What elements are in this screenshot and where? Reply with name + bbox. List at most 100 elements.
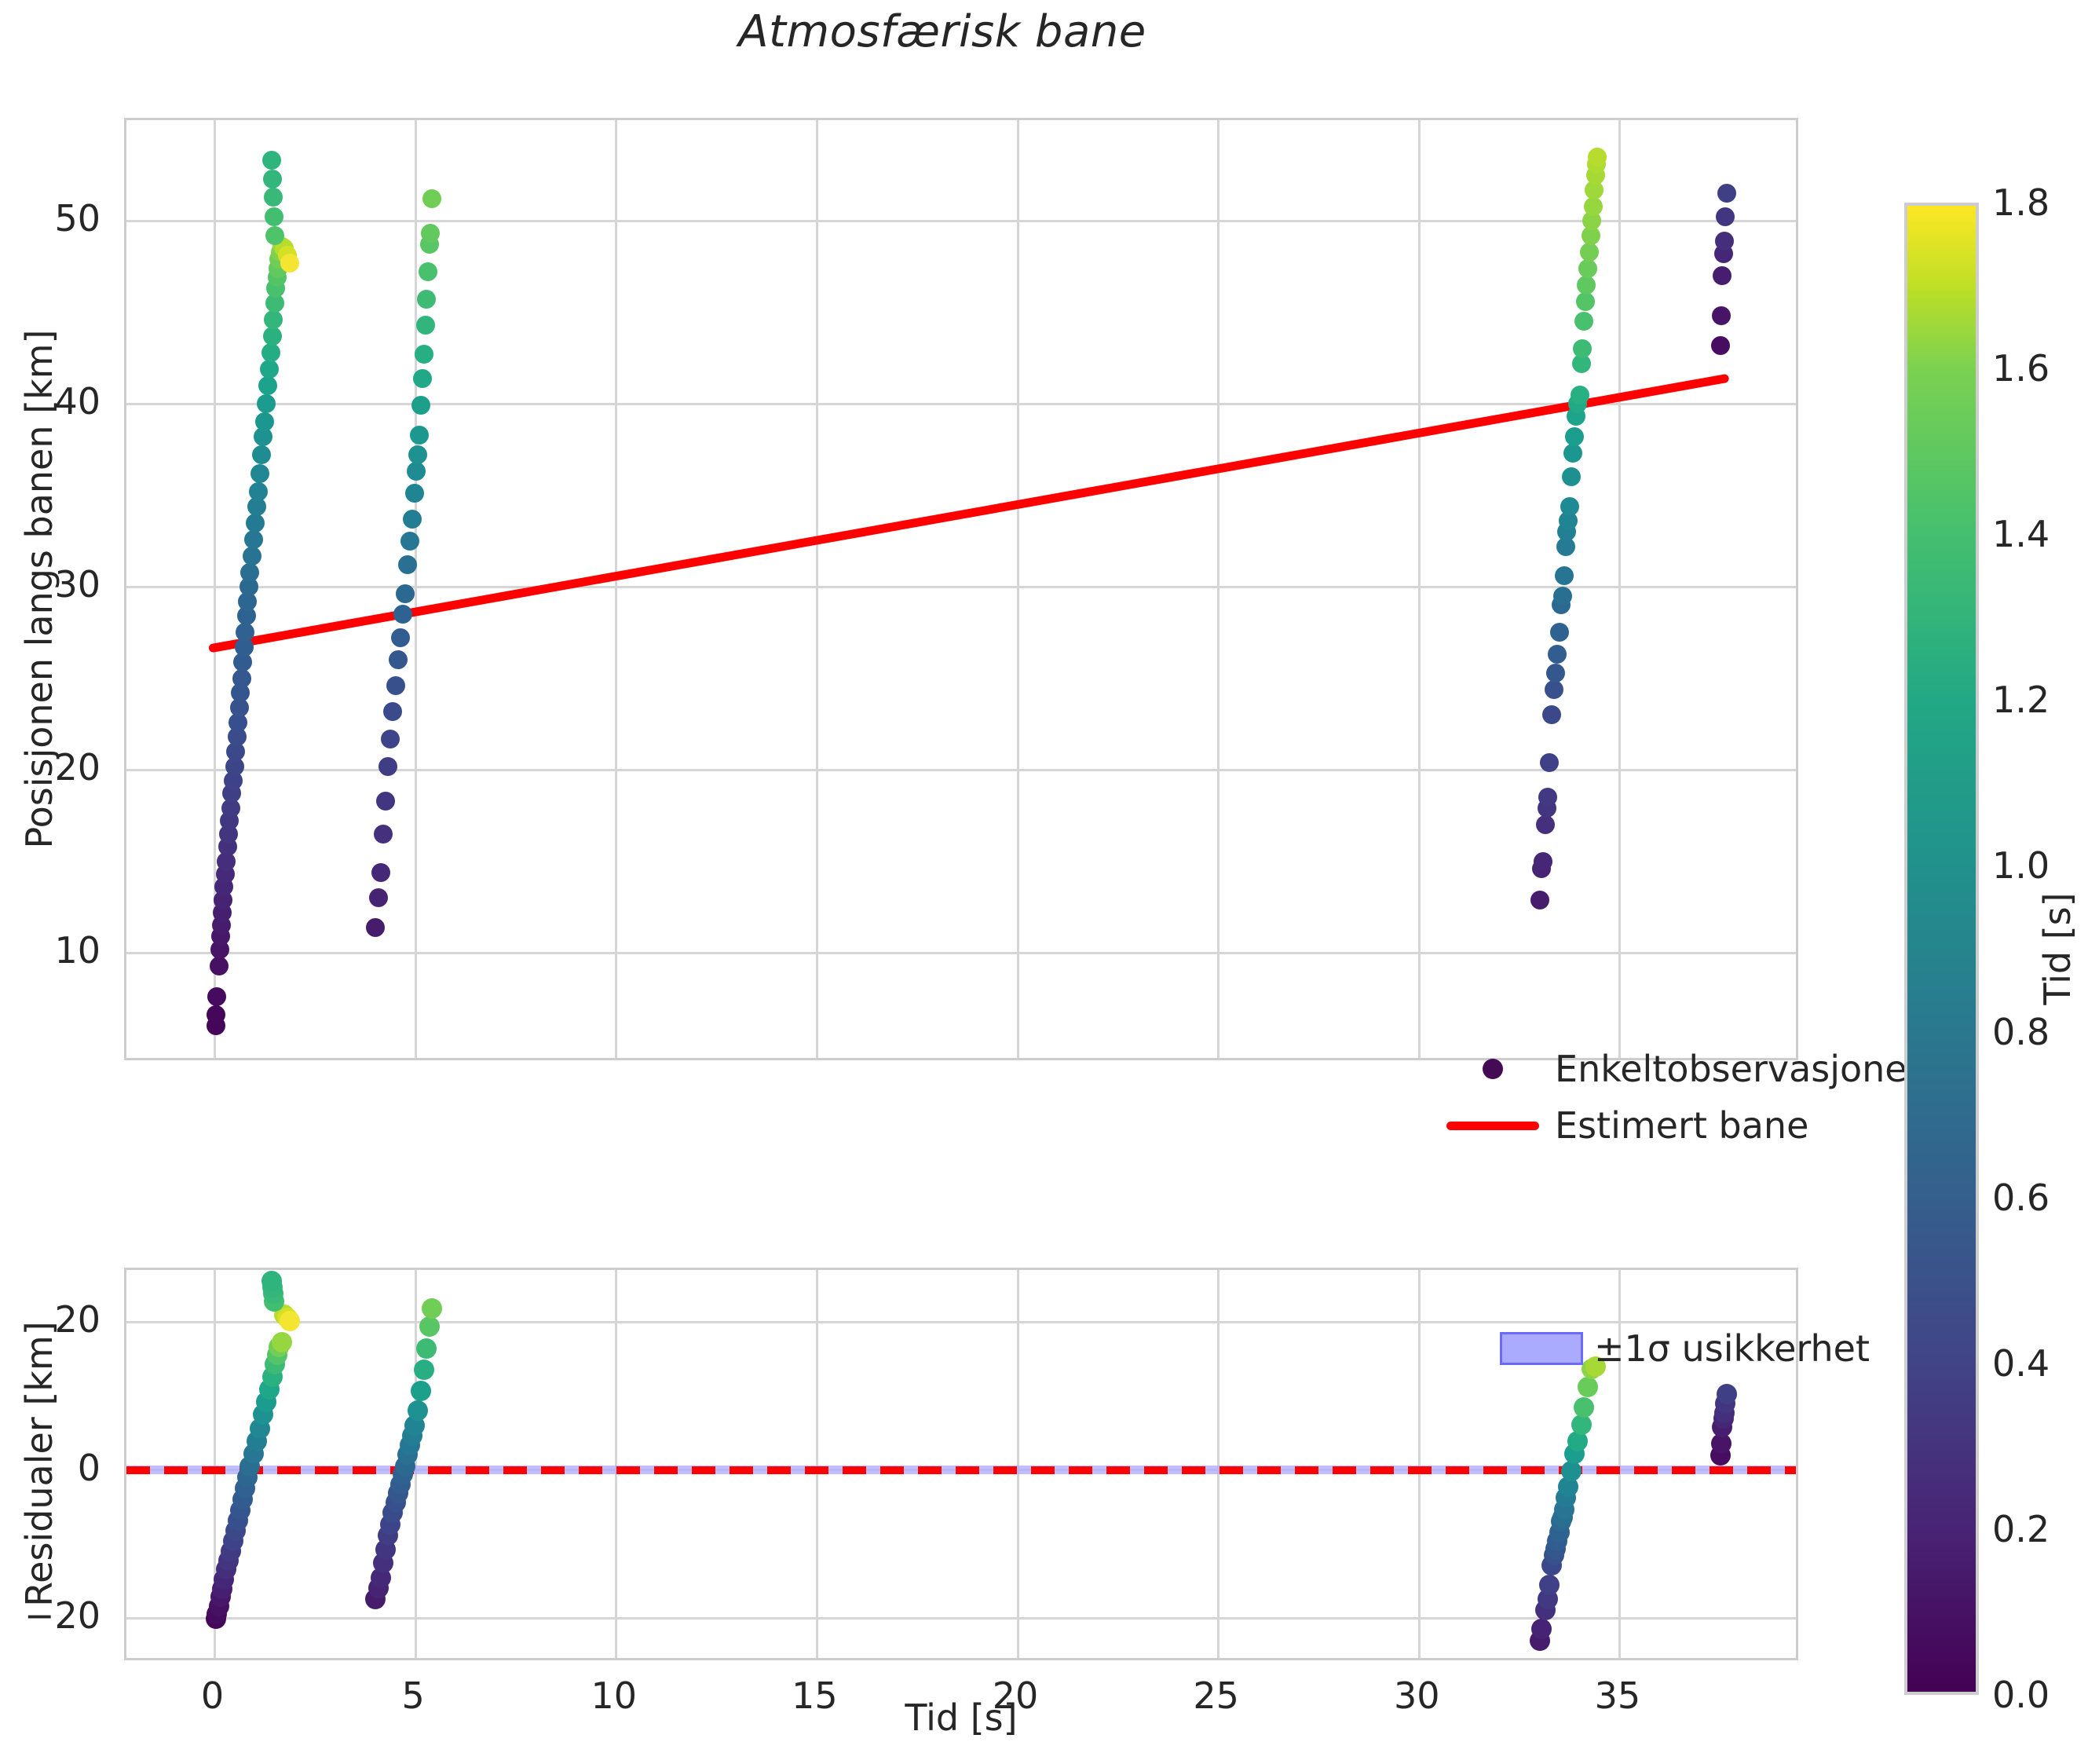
x-tick-label: 25 — [1193, 1674, 1239, 1717]
scatter-point — [393, 605, 412, 624]
residual-point — [1539, 1574, 1560, 1595]
scatter-point — [395, 584, 415, 604]
scatter-point — [413, 368, 433, 388]
x-tick-label: 15 — [792, 1674, 838, 1717]
scatter-point — [1535, 815, 1555, 835]
scatter-point — [374, 824, 393, 844]
scatter-point — [265, 225, 285, 245]
legend-item-observations[interactable]: Enkeltobservasjoner — [1442, 1048, 1922, 1090]
scatter-point — [209, 956, 229, 975]
y-tick-label: 0 — [77, 1446, 101, 1489]
scatter-point — [1546, 663, 1566, 683]
gridline-horizontal — [126, 402, 1796, 405]
colorbar-tick-label: 1.0 — [1992, 844, 2050, 887]
residual-point — [421, 1298, 442, 1319]
gridline-vertical — [213, 1270, 216, 1658]
residual-point — [1574, 1397, 1595, 1418]
scatter-dot-icon — [1442, 1059, 1544, 1079]
colorbar-tick-label: 1.2 — [1992, 679, 2050, 722]
scatter-point — [1548, 645, 1567, 664]
y-tick-label: 50 — [54, 197, 101, 240]
scatter-point — [207, 1005, 225, 1025]
gridline-vertical — [1417, 120, 1421, 1058]
gridline-vertical — [1016, 1270, 1019, 1658]
scatter-point — [410, 425, 430, 445]
legend-item-fit-line[interactable]: Estimert bane — [1442, 1104, 1922, 1147]
residual-point — [261, 1271, 283, 1292]
scatter-point — [417, 290, 437, 309]
gridline-horizontal — [126, 1616, 1796, 1619]
scatter-point — [383, 701, 403, 721]
scatter-point — [388, 650, 408, 670]
scatter-point — [1570, 385, 1589, 404]
residual-point — [416, 1338, 437, 1359]
gridline-horizontal — [126, 585, 1796, 588]
x-tick-label: 0 — [200, 1674, 225, 1717]
scatter-point — [421, 224, 441, 243]
gridline-vertical — [414, 120, 417, 1058]
gridline-horizontal — [126, 1320, 1796, 1323]
scatter-point — [1587, 147, 1607, 167]
scatter-point — [1575, 291, 1595, 311]
gridline-vertical — [1618, 1270, 1622, 1658]
residual-point — [1585, 1356, 1606, 1377]
scatter-point — [1563, 444, 1583, 463]
scatter-point — [254, 412, 274, 432]
scatter-point — [1540, 752, 1560, 772]
scatter-point — [250, 463, 269, 483]
residual-point — [408, 1400, 429, 1422]
residual-plot-axes — [124, 1268, 1798, 1660]
scatter-point — [1574, 312, 1594, 331]
colorbar-tick-label: 1.4 — [1992, 513, 2050, 556]
scatter-point — [264, 309, 283, 329]
residual-plot-area — [126, 1270, 1796, 1658]
scatter-point — [365, 917, 385, 937]
scatter-point — [378, 756, 398, 776]
gridline-vertical — [815, 120, 818, 1058]
scatter-point — [258, 375, 277, 395]
scatter-point — [232, 668, 251, 688]
scatter-point — [1542, 705, 1561, 725]
scatter-point — [1714, 231, 1734, 251]
main-y-axis-title: Posisjonen langs banen [km] — [18, 329, 60, 849]
legend-label-fit-line: Estimert bane — [1555, 1104, 1809, 1147]
scatter-point — [280, 253, 299, 273]
scatter-point — [260, 359, 279, 379]
scatter-point — [243, 529, 263, 549]
main-legend: Enkeltobservasjoner Estimert bane — [1442, 1048, 1922, 1147]
residual-point — [272, 1332, 293, 1353]
residual-point — [1578, 1377, 1599, 1398]
y-tick-label: 10 — [54, 929, 101, 972]
scatter-point — [1716, 207, 1735, 227]
scatter-point — [1530, 890, 1549, 909]
y-tick-label: 20 — [54, 746, 101, 789]
scatter-point — [1565, 427, 1585, 447]
colorbar-tick-label: 1.8 — [1992, 181, 2050, 224]
scatter-point — [376, 791, 396, 811]
residual-point — [1571, 1414, 1592, 1436]
gridline-vertical — [1417, 1270, 1421, 1658]
colorbar-tick-label: 1.6 — [1992, 347, 2050, 390]
scatter-point — [1549, 623, 1569, 642]
scatter-point — [403, 509, 422, 529]
gridline-horizontal — [126, 951, 1796, 954]
scatter-point — [1713, 266, 1732, 286]
scatter-point — [1554, 566, 1574, 586]
colorbar-tick-label: 0.4 — [1992, 1341, 2050, 1385]
line-icon — [1442, 1121, 1544, 1130]
scatter-point — [245, 513, 265, 532]
scatter-point — [408, 445, 428, 465]
gridline-horizontal — [126, 219, 1796, 222]
scatter-point — [371, 862, 391, 882]
scatter-point — [418, 262, 437, 282]
fit-line — [207, 374, 1729, 653]
page-title: Atmosfærisk bane — [738, 6, 1146, 57]
residual-zero-line — [126, 1466, 1796, 1474]
scatter-point — [397, 555, 417, 575]
scatter-point — [422, 189, 441, 209]
x-tick-label: 30 — [1394, 1674, 1440, 1717]
scatter-point — [381, 729, 400, 748]
colorbar-tick-label: 0.8 — [1992, 1010, 2050, 1053]
scatter-point — [242, 546, 261, 565]
x-tick-label: 35 — [1594, 1674, 1641, 1717]
